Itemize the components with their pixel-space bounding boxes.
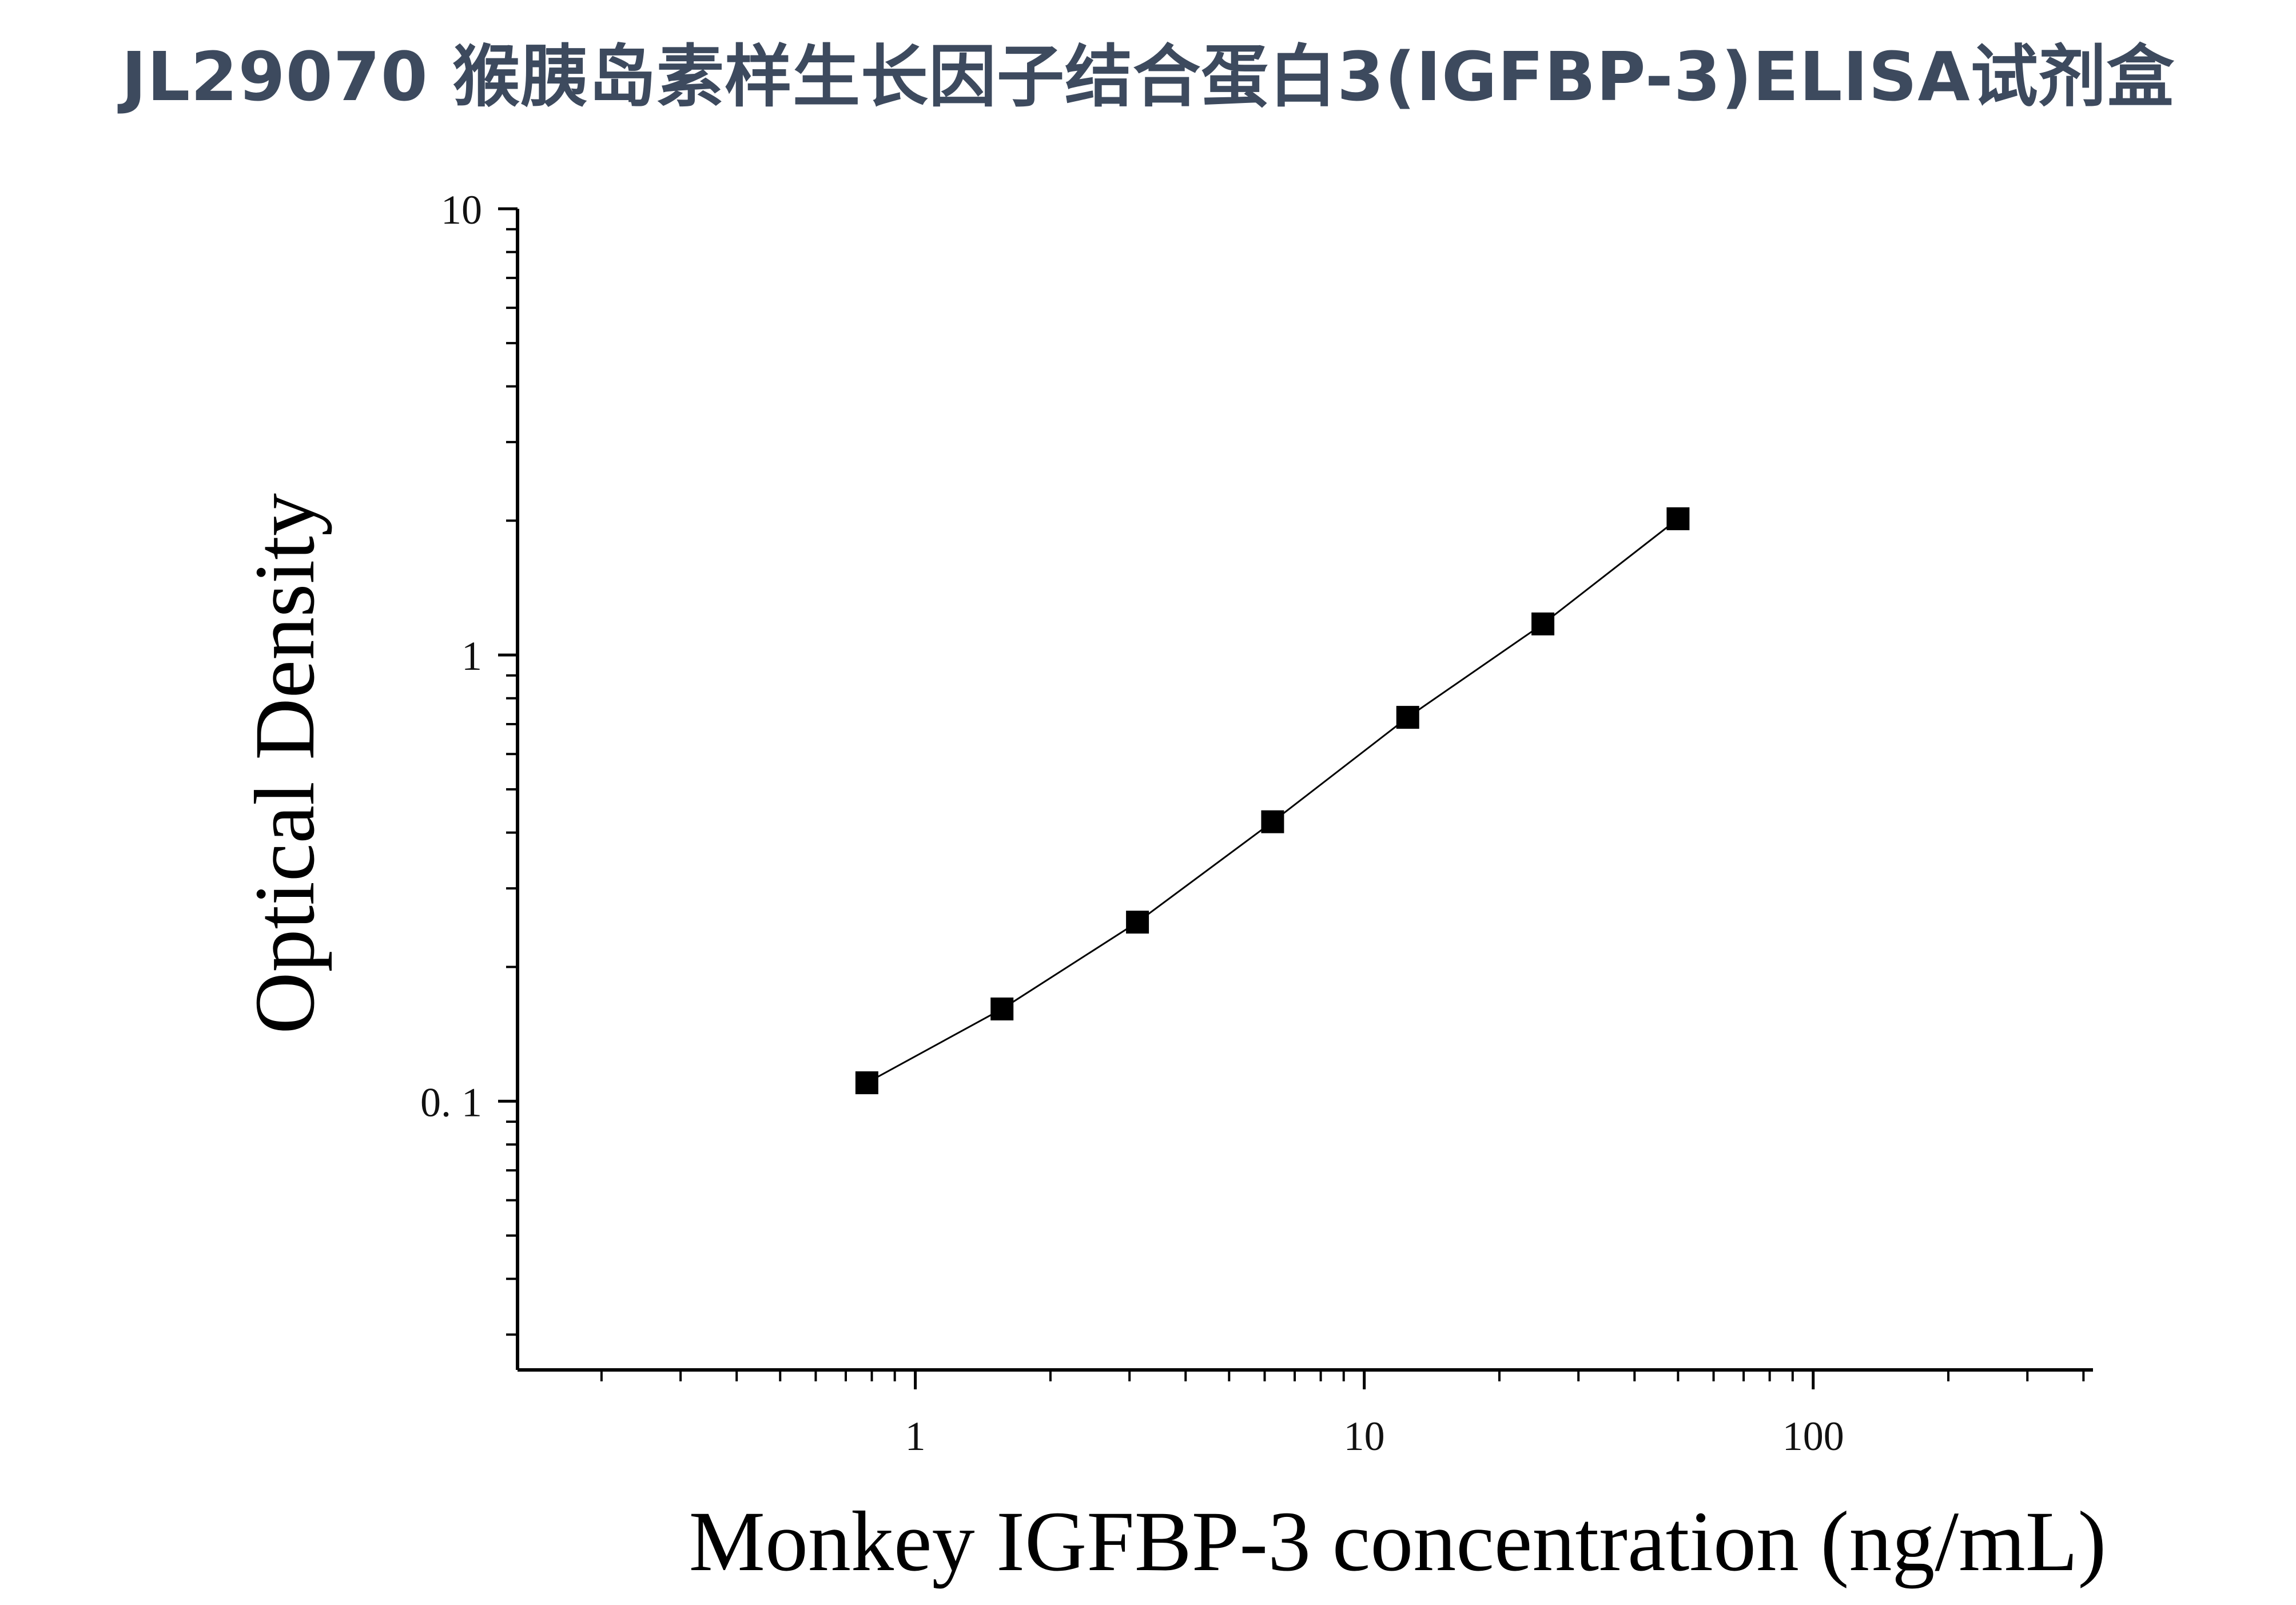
data-point	[1531, 612, 1555, 635]
x-tick-label: 100	[1782, 1413, 1844, 1459]
x-axis-title: Monkey IGFBP-3 concentration (ng/mL)	[689, 1494, 2107, 1589]
data-point	[855, 1071, 878, 1095]
series-line	[866, 518, 1679, 1084]
data-point	[990, 997, 1014, 1020]
x-tick-label: 1	[905, 1413, 926, 1459]
data-point	[1261, 810, 1284, 833]
axes: 1 10 100 0. 1 1 10	[420, 187, 2093, 1459]
points-layer	[855, 507, 1690, 1095]
y-tick-label: 10	[441, 187, 482, 233]
data-point	[1666, 507, 1690, 530]
y-tick-label: 1	[461, 633, 482, 679]
data-point	[1126, 911, 1149, 934]
x-tick-label: 10	[1344, 1413, 1385, 1459]
page-title: JL29070 猴胰岛素样生长因子结合蛋白3(IGFBP-3)ELISA试剂盒	[121, 37, 2175, 116]
data-point	[1396, 706, 1419, 729]
y-axis-title: Optical Density	[237, 493, 332, 1034]
y-tick-label: 0. 1	[420, 1079, 482, 1125]
curve-layer	[866, 518, 1679, 1084]
